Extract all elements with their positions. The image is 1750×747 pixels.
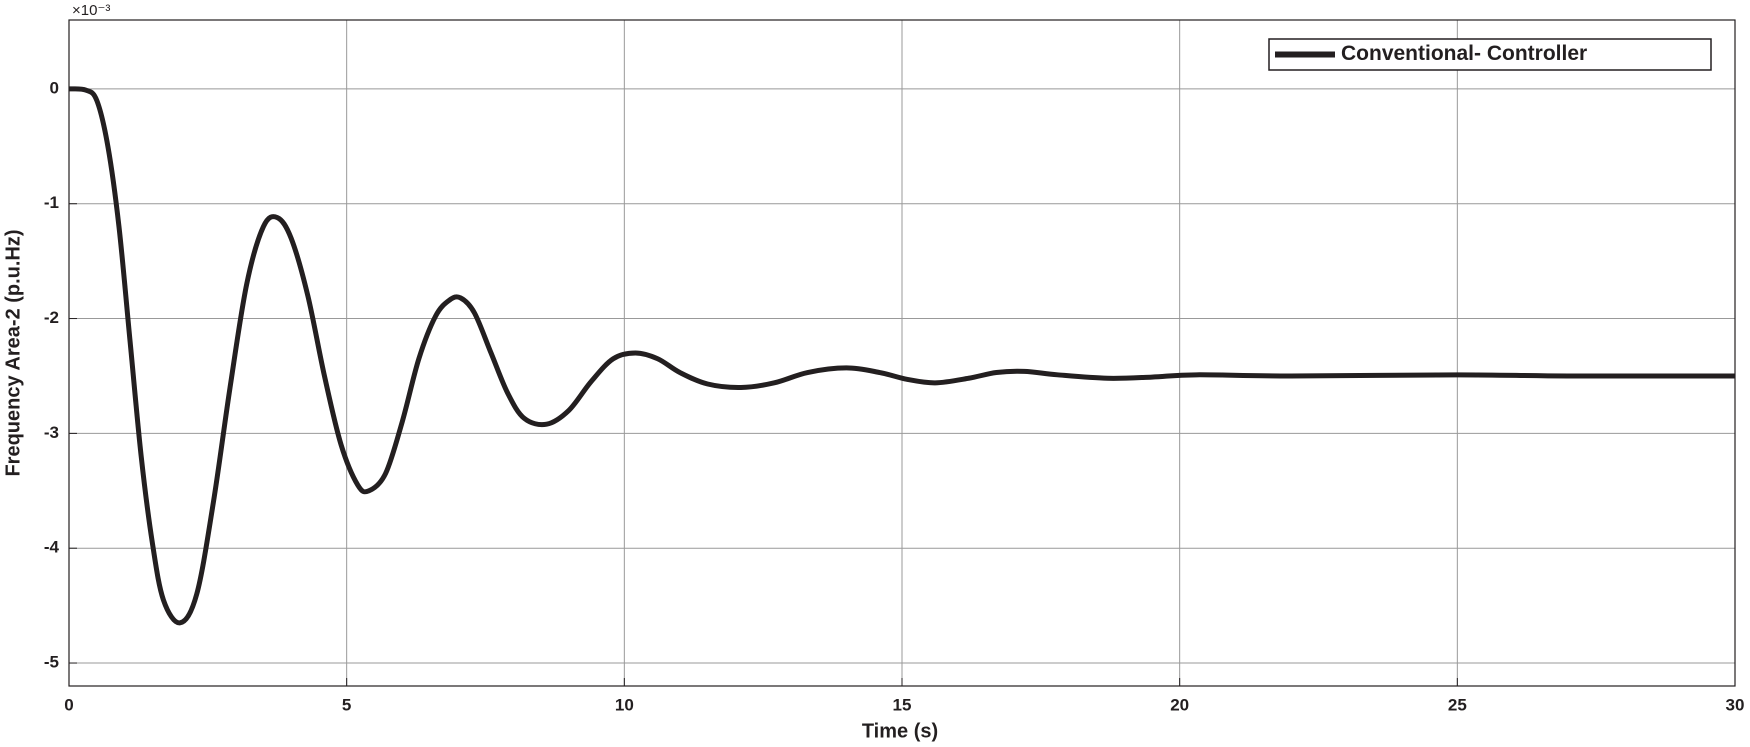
plot-frame (68, 19, 1736, 687)
y-tick-label: -4 (44, 538, 60, 557)
x-tick-label: 10 (615, 695, 634, 714)
y-tick-label: -3 (44, 423, 59, 442)
series-line (68, 86, 1736, 626)
y-axis-title: Frequency Area-2 (p.u.Hz) (2, 229, 24, 476)
legend-label: Conventional- Controller (1341, 42, 1587, 65)
x-tick-label: 15 (893, 695, 912, 714)
x-tick-label: 25 (1448, 695, 1467, 714)
x-tick-label: 0 (64, 695, 73, 714)
y-tick-label: -1 (44, 193, 59, 212)
x-tick-label: 30 (1726, 695, 1745, 714)
x-tick-label: 5 (342, 695, 351, 714)
y-tick-label: -5 (44, 653, 59, 672)
y-exponent: ×10⁻³ (72, 2, 110, 19)
x-axis-title: Time (s) (862, 720, 938, 742)
legend: Conventional- Controller (1268, 38, 1712, 71)
x-tick-label: 20 (1170, 695, 1189, 714)
y-tick-label: -2 (44, 308, 59, 327)
legend-box (1268, 38, 1712, 71)
y-tick-label: 0 (50, 78, 59, 97)
